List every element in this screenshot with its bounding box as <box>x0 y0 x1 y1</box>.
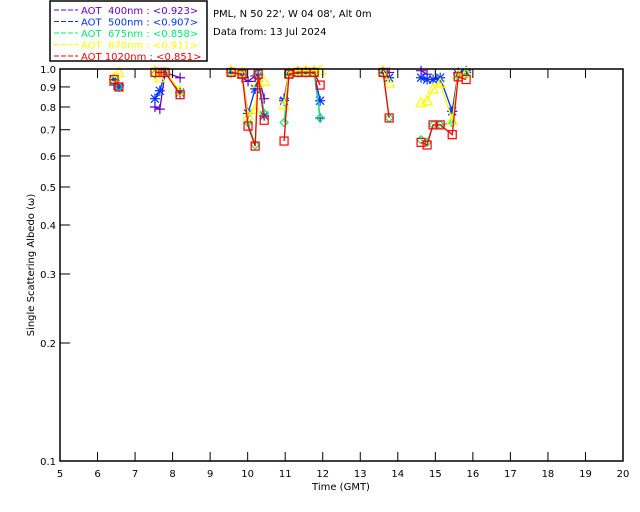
triangle-marker <box>153 71 166 83</box>
triangle-marker <box>225 64 238 76</box>
triangle-marker <box>446 114 459 125</box>
triangle-marker <box>242 109 255 121</box>
y-tick-label: 0.2 <box>40 339 56 350</box>
asterisk-marker <box>416 72 427 83</box>
site-title: PML, N 50 22', W 04 08', Alt 0m <box>213 9 372 20</box>
y-tick-label: 0.3 <box>40 270 56 281</box>
asterisk-marker <box>154 85 165 96</box>
x-tick-label: 13 <box>354 469 367 480</box>
date-subtitle: Data from: 13 Jul 2024 <box>213 27 326 38</box>
x-tick-label: 18 <box>542 469 555 480</box>
square-marker <box>416 137 426 147</box>
legend-label: AOT 400nm : <0.923> <box>81 6 198 17</box>
series-line <box>231 71 265 147</box>
y-tick-label: 0.7 <box>40 126 56 137</box>
x-tick-label: 8 <box>169 469 175 480</box>
triangle-marker <box>108 71 121 83</box>
y-tick-label: 0.9 <box>40 83 56 94</box>
triangle-marker <box>258 75 271 86</box>
square-marker <box>279 136 289 146</box>
asterisk-marker <box>250 83 261 94</box>
diamond-marker <box>250 140 261 150</box>
triangle-marker <box>460 66 473 78</box>
axes: 5 6 7 8 9 10 11 12 13 14 15 16 17 18 19 20 0.1 0.2 0.3 0.4 0… <box>40 65 629 480</box>
x-tick-label: 9 <box>207 469 213 480</box>
series-line <box>420 75 467 146</box>
triangle-marker <box>427 82 440 94</box>
triangle-marker <box>421 94 434 106</box>
square-marker <box>175 90 185 100</box>
y-tick-label: 0.5 <box>40 183 56 194</box>
y-tick-label: 0.4 <box>40 221 56 232</box>
triangle-marker <box>148 64 161 76</box>
x-tick-label: 7 <box>132 469 138 480</box>
asterisk-marker <box>175 87 186 98</box>
plus-marker <box>154 104 165 115</box>
series-line <box>283 71 321 123</box>
square-marker <box>237 69 247 79</box>
square-marker <box>422 140 432 150</box>
series-4 <box>109 67 471 151</box>
square-marker <box>315 80 325 90</box>
diamond-marker <box>279 117 289 128</box>
triangle-marker <box>383 76 396 88</box>
triangle-marker <box>249 102 262 114</box>
triangle-marker <box>291 64 304 76</box>
triangle-marker <box>299 64 312 76</box>
x-axis-label: Time (GMT) <box>311 482 370 493</box>
asterisk-marker <box>447 106 458 117</box>
legend-label: AOT 675nm : <0.858> <box>81 29 198 40</box>
square-marker <box>259 115 269 125</box>
y-axis-label: Single Scattering Albedo (ω) <box>26 194 37 337</box>
square-marker <box>109 74 119 85</box>
legend: AOT 400nm : <0.923>AOT 500nm : <0.907>AO… <box>49 0 208 63</box>
square-marker <box>243 121 253 131</box>
x-tick-label: 12 <box>316 469 329 480</box>
square-marker <box>447 130 457 140</box>
plus-marker <box>175 72 186 83</box>
x-tick-label: 6 <box>94 469 100 480</box>
diamond-marker <box>315 113 325 123</box>
asterisk-marker <box>428 74 439 85</box>
x-tick-label: 15 <box>429 469 442 480</box>
square-marker <box>461 74 471 85</box>
square-marker <box>114 82 124 92</box>
asterisk-marker <box>315 95 326 106</box>
square-marker <box>428 120 438 130</box>
plot-marks <box>108 64 473 151</box>
plus-marker <box>243 76 254 87</box>
legend-label: AOT 870nm : <0.911> <box>81 41 198 52</box>
series-line <box>420 71 467 121</box>
y-tick-label: 0.1 <box>40 457 56 468</box>
legend-label: AOT 1020nm : <0.851> <box>81 52 201 63</box>
x-tick-label: 10 <box>241 469 254 480</box>
asterisk-marker <box>461 67 472 78</box>
asterisk-marker <box>149 93 160 104</box>
x-tick-label: 20 <box>617 469 630 480</box>
x-tick-label: 17 <box>504 469 517 480</box>
square-marker <box>250 141 260 151</box>
x-tick-label: 19 <box>579 469 592 480</box>
square-marker <box>435 120 445 130</box>
y-tick-label: 1.0 <box>40 65 56 76</box>
legend-box <box>49 0 208 62</box>
square-marker <box>253 69 263 79</box>
plot-frame <box>59 68 624 462</box>
square-marker <box>384 113 394 123</box>
x-tick-label: 5 <box>57 469 63 480</box>
series-line <box>382 72 390 119</box>
x-tick-label: 14 <box>391 469 404 480</box>
y-tick-label: 0.6 <box>40 152 56 163</box>
triangle-marker <box>112 66 125 78</box>
triangle-marker <box>434 76 447 88</box>
x-tick-label: 16 <box>466 469 479 480</box>
x-tick-label: 11 <box>279 469 292 480</box>
series-line <box>154 71 181 96</box>
asterisk-marker <box>422 74 433 85</box>
triangle-marker <box>308 64 321 76</box>
legend-label: AOT 500nm : <0.907> <box>81 18 198 29</box>
series-line <box>283 71 321 142</box>
y-tick-label: 0.8 <box>40 103 56 114</box>
